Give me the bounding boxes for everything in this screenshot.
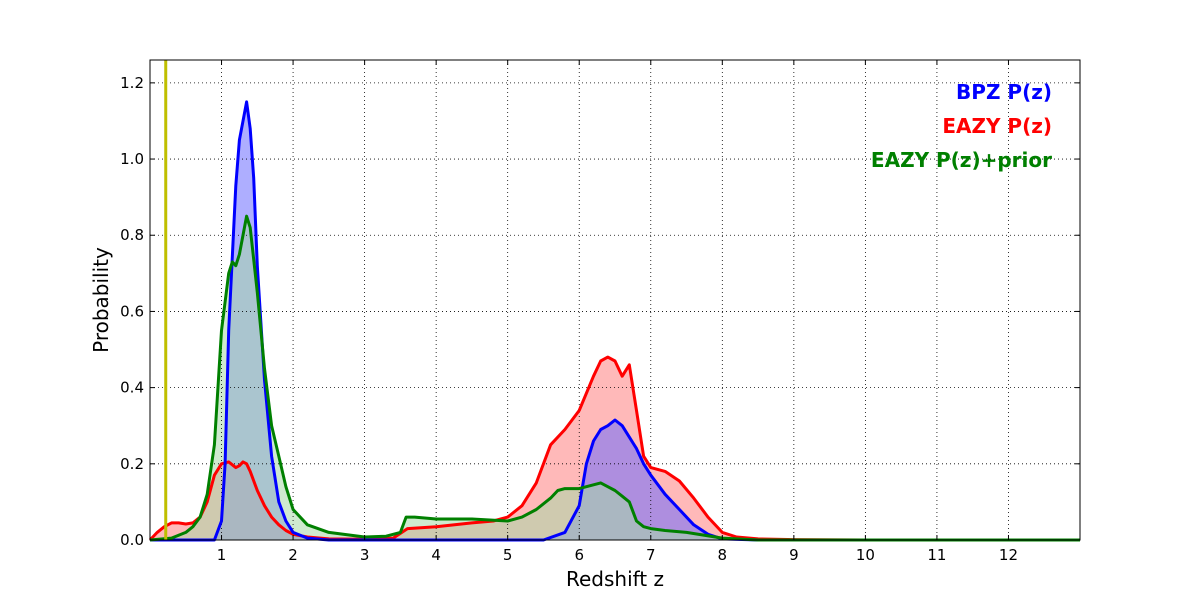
x-tick-label: 2 bbox=[288, 546, 298, 564]
y-tick-label: 0.4 bbox=[120, 379, 144, 397]
x-tick-label: 9 bbox=[789, 546, 799, 564]
grid-lines bbox=[150, 60, 1080, 540]
y-tick-label: 0.2 bbox=[120, 455, 144, 473]
y-tick-label: 1.0 bbox=[120, 150, 144, 168]
eazy-p-z-prior-line bbox=[149, 214, 1080, 542]
legend-bpz-p-z: BPZ P(z) bbox=[956, 80, 1052, 104]
x-axis-label: Redshift z bbox=[566, 567, 664, 591]
x-tick-label: 3 bbox=[360, 546, 370, 564]
series-fill-group bbox=[150, 101, 1080, 541]
x-tick-label: 1 bbox=[217, 546, 227, 564]
y-tick-label: 0.0 bbox=[120, 531, 144, 549]
x-tick-label: 7 bbox=[646, 546, 656, 564]
axis-ticks: 1 2 3 4 5 6 7 8 9 10 11 120.00.20.40.60.81.01.2 bbox=[120, 60, 1080, 564]
legend: BPZ P(z) EAZY P(z) EAZY P(z)+prior bbox=[871, 80, 1052, 172]
x-tick-label: 10 bbox=[856, 546, 875, 564]
y-tick-label: 0.8 bbox=[120, 226, 144, 244]
eazy-p-z-prior-fill bbox=[150, 216, 1080, 540]
eazy-p-z-line bbox=[148, 355, 1080, 542]
x-tick-label: 11 bbox=[927, 546, 946, 564]
x-tick-label: 12 bbox=[999, 546, 1018, 564]
x-tick-label: 8 bbox=[718, 546, 728, 564]
x-tick-label: 5 bbox=[503, 546, 513, 564]
legend-eazy-p-z: EAZY P(z) bbox=[942, 114, 1052, 138]
x-tick-label: 4 bbox=[431, 546, 441, 564]
plot-frame bbox=[149, 59, 1081, 541]
legend-eazy-p-z-prior: EAZY P(z)+prior bbox=[871, 148, 1052, 172]
y-axis-label: Probability bbox=[89, 247, 113, 353]
x-tick-label: 6 bbox=[574, 546, 584, 564]
y-tick-label: 0.6 bbox=[120, 302, 144, 320]
y-tick-label: 1.2 bbox=[120, 74, 144, 92]
